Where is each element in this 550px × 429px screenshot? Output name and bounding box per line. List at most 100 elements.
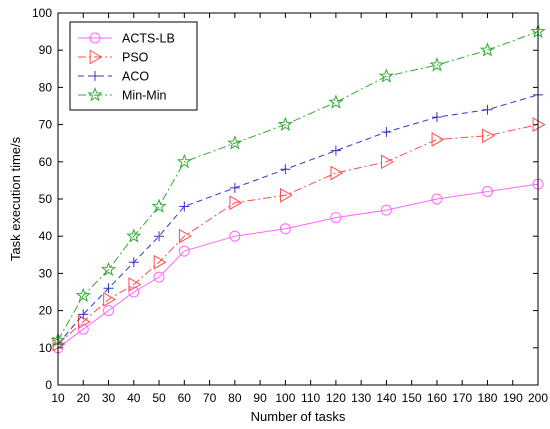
data-point: [429, 57, 445, 72]
series-line: [57, 124, 539, 345]
legend-item: Min-Min: [78, 87, 166, 103]
data-point: [280, 164, 291, 175]
data-point: [103, 305, 115, 317]
legend-item: ACO: [78, 70, 149, 84]
x-tick-label: 130: [351, 391, 371, 405]
data-point: [103, 292, 117, 307]
data-point: [178, 245, 190, 257]
data-point: [227, 135, 243, 150]
data-point: [153, 254, 167, 270]
data-point: [279, 223, 291, 235]
data-point: [431, 112, 442, 123]
data-point: [179, 201, 190, 212]
y-tick-label: 60: [39, 155, 53, 169]
legend-item: PSO: [78, 49, 149, 65]
plot-frame: [57, 12, 539, 386]
data-point: [229, 182, 240, 193]
data-point: [75, 287, 91, 303]
y-axis-label: Task execution time/s: [8, 136, 23, 261]
y-tick-label: 10: [39, 341, 53, 355]
data-point: [128, 286, 140, 298]
data-point: [482, 128, 495, 144]
data-point: [381, 154, 394, 170]
y-tick-label: 80: [39, 80, 53, 94]
legend-marker: [89, 49, 103, 65]
x-tick-label: 120: [326, 391, 346, 405]
legend-label: PSO: [122, 51, 149, 65]
x-tick-label: 110: [301, 391, 320, 405]
x-tick-label: 30: [102, 391, 116, 405]
x-tick-label: 20: [77, 391, 91, 405]
data-point: [78, 309, 89, 320]
legend-label: ACTS-LB: [122, 32, 175, 46]
x-tick-label: 80: [228, 391, 242, 405]
data-point: [229, 195, 243, 211]
y-tick-label: 50: [39, 192, 53, 206]
x-tick-label: 100: [275, 391, 295, 405]
y-tick-label: 70: [39, 118, 53, 132]
data-point: [479, 42, 496, 57]
x-tick-label: 40: [127, 391, 141, 405]
data-point: [277, 116, 293, 132]
data-point: [103, 283, 114, 294]
y-tick-label: 0: [45, 378, 52, 392]
data-point: [532, 117, 546, 132]
x-tick-label: 50: [152, 391, 166, 405]
data-point: [330, 145, 341, 156]
data-point: [330, 165, 344, 181]
x-tick-label: 170: [452, 391, 472, 405]
series-pso: [52, 117, 546, 352]
x-tick-label: 70: [203, 391, 217, 405]
legend-marker: [89, 32, 101, 44]
data-point: [128, 277, 142, 292]
data-point: [178, 228, 192, 244]
series-line: [57, 183, 539, 349]
data-point: [328, 94, 344, 109]
x-axis-label: Number of tasks: [251, 409, 346, 424]
data-point: [482, 104, 493, 115]
x-tick-label: 160: [427, 391, 447, 405]
series-min-min: [50, 23, 546, 347]
data-point: [330, 212, 342, 224]
x-tick-label: 190: [503, 391, 523, 405]
data-point: [151, 198, 167, 213]
legend-marker: [87, 87, 103, 102]
data-point: [229, 230, 241, 242]
data-point: [381, 127, 392, 138]
legend: ACTS-LB PSO ACO Min-Min: [69, 21, 198, 111]
y-tick-label: 40: [39, 229, 53, 243]
y-tick-label: 20: [39, 304, 53, 318]
legend-label: ACO: [122, 70, 149, 84]
y-tick-label: 30: [39, 266, 53, 280]
data-point: [481, 186, 493, 198]
legend-label: Min-Min: [122, 89, 166, 103]
data-point: [153, 271, 165, 283]
axis-ticks: [57, 12, 539, 386]
data-point: [128, 257, 139, 268]
data-point: [77, 323, 89, 335]
legend-item: ACTS-LB: [78, 32, 175, 46]
tick-labels: 10 20 30 40 50 60 70 80 90 100 110 120 130 140 150 160 1…: [32, 6, 548, 405]
data-point: [378, 68, 394, 83]
x-tick-label: 180: [477, 391, 497, 405]
data-point: [279, 187, 293, 203]
y-tick-label: 100: [32, 6, 52, 20]
data-point: [176, 153, 192, 169]
x-tick-label: 10: [51, 391, 65, 405]
x-tick-label: 150: [402, 391, 422, 405]
x-tick-label: 90: [253, 391, 267, 405]
x-tick-label: 140: [376, 391, 396, 405]
data-point: [126, 228, 142, 243]
data-point: [77, 314, 91, 330]
legend-marker: [90, 71, 100, 81]
data-point: [431, 193, 443, 205]
x-tick-label: 200: [528, 391, 548, 405]
series-line: [57, 31, 539, 341]
data-point: [100, 261, 117, 277]
x-tick-label: 60: [178, 391, 192, 405]
data-point: [154, 231, 165, 242]
data-point: [431, 132, 445, 147]
series-acts-lb: [52, 178, 544, 354]
